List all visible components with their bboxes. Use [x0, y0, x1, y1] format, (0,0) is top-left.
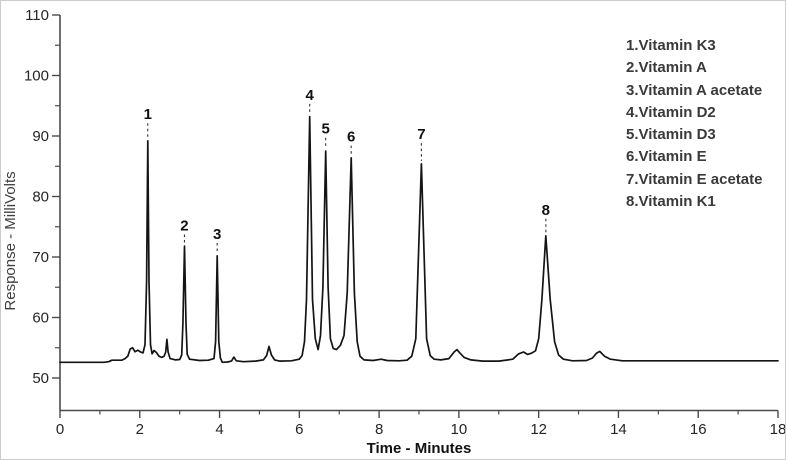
y-axis-title: Response - MilliVolts — [2, 171, 19, 310]
x-tick-label: 8 — [375, 421, 383, 438]
x-axis-title: Time - Minutes — [367, 440, 472, 457]
x-tick-label: 6 — [295, 421, 303, 438]
peak-label-8: 8 — [542, 202, 550, 219]
y-tick-label: 50 — [32, 370, 49, 387]
legend-item: 1.Vitamin K3 — [626, 37, 716, 54]
y-tick-label: 100 — [24, 68, 49, 85]
x-tick-label: 4 — [215, 421, 223, 438]
y-tick-label: 90 — [32, 128, 49, 145]
peak-label-4: 4 — [306, 87, 315, 104]
legend-item: 7.Vitamin E acetate — [626, 170, 763, 188]
peak-label-2: 2 — [180, 218, 188, 235]
chromatogram-trace — [59, 115, 779, 364]
peak-labels: 1 2 3 45 6 7 8 — [144, 87, 550, 253]
x-tick-label: 16 — [690, 421, 707, 438]
peak-label-5: 5 — [321, 121, 329, 138]
legend-item: 8.Vitamin K1 — [626, 193, 716, 211]
y-tick-label: 80 — [32, 189, 49, 206]
legend-item: 6.Vitamin E — [626, 148, 707, 166]
peak-legend: 1.Vitamin K3 2.Vitamin A 3.Vitamin A aceta… — [626, 35, 762, 213]
peak-label-6: 6 — [347, 129, 355, 146]
x-tick-label: 12 — [530, 421, 547, 438]
peak-label-7: 7 — [417, 126, 425, 143]
x-tick-label: 18 — [770, 421, 786, 438]
peak-label-1: 1 — [144, 106, 152, 123]
legend-item: 4.Vitamin D2 — [626, 103, 716, 121]
peak-label-3: 3 — [213, 226, 221, 243]
y-tick-label: 110 — [25, 7, 49, 24]
legend-item: 5.Vitamin D3 — [626, 126, 716, 144]
y-tick-label: 70 — [32, 249, 49, 266]
y-tick-label: 60 — [32, 310, 49, 327]
trace-group — [59, 115, 779, 364]
x-tick-label: 10 — [451, 421, 468, 438]
x-tick-label: 2 — [136, 421, 144, 438]
x-tick-label: 14 — [610, 421, 627, 438]
legend-item: 2.Vitamin A — [626, 59, 707, 77]
legend-item: 3.Vitamin A acetate — [626, 81, 763, 99]
x-tick-label: 0 — [56, 421, 64, 438]
